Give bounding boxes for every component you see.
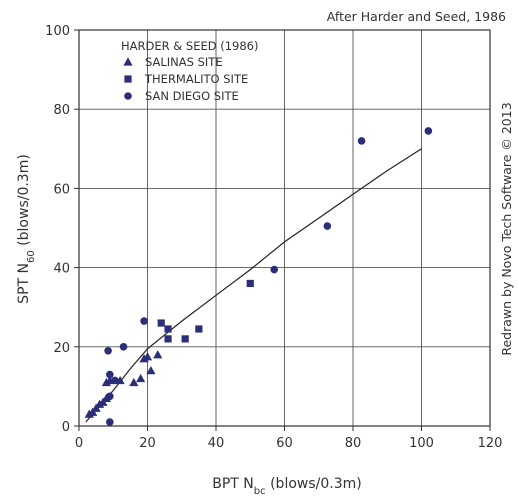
triangle-point (153, 350, 163, 359)
legend-items: SALINAS SITE THERMALITO SITE SAN DIEGO SIT… (123, 55, 248, 103)
y-tick-label: 20 (53, 341, 70, 356)
legend-title: HARDER & SEED (1986) (121, 39, 258, 53)
square-point (246, 279, 254, 288)
circle-point (106, 370, 114, 379)
circle-point (106, 418, 114, 426)
circle-point (424, 127, 433, 135)
y-tick-label: 60 (53, 182, 70, 197)
credit-text: Redrawn by Novo Tech Software © 2013 (499, 102, 514, 355)
square-point (195, 325, 203, 333)
axes (74, 29, 491, 431)
circle-point (140, 317, 148, 325)
triangle-point (146, 365, 156, 375)
circle-point (357, 137, 366, 145)
x-tick-label: 100 (409, 436, 434, 451)
grid (79, 30, 490, 426)
circle-point (104, 346, 112, 355)
y-tick-label: 100 (45, 24, 70, 39)
tick-labels: 0 20 40 60 80 100 120 0 20 40 60 80 100 (45, 24, 502, 451)
circle-point (270, 265, 279, 274)
square-point (181, 335, 189, 343)
y-tick-label: 40 (53, 262, 70, 277)
circle-point (111, 376, 119, 385)
square-point (164, 335, 172, 343)
y-axis-title: SPT N60 (blows/0.3m) (16, 154, 37, 304)
series-circle (104, 127, 433, 426)
trend-line (85, 148, 422, 423)
x-tick-label: 120 (478, 436, 503, 451)
x-tick-label: 20 (139, 436, 156, 451)
x-tick-label: 80 (345, 436, 362, 451)
x-tick-label: 0 (75, 436, 83, 451)
x-axis-title: BPT Nbc (blows/0.3m) (212, 476, 361, 496)
circle-point (323, 222, 332, 230)
legend-label: THERMALITO SITE (144, 72, 248, 86)
series-triangle (84, 350, 163, 418)
circle-point (119, 343, 128, 351)
y-tick-label: 80 (53, 103, 70, 118)
circle-point (106, 392, 114, 401)
legend-label: SALINAS SITE (145, 55, 223, 69)
x-tick-label: 60 (276, 436, 293, 451)
legend-label: SAN DIEGO SITE (145, 89, 239, 103)
square-point (164, 325, 172, 333)
series-square (157, 279, 254, 343)
legend-square-marker (124, 75, 132, 83)
legend-circle-marker (124, 92, 132, 100)
trend-line-group (85, 148, 422, 423)
legend: HARDER & SEED (1986) SALINAS SITE THERMAL… (121, 39, 258, 103)
square-point (157, 319, 165, 327)
triangle-point (136, 373, 146, 383)
y-tick-label: 0 (62, 420, 70, 435)
annotation-text: After Harder and Seed, 1986 (327, 9, 506, 24)
data-points (84, 127, 433, 426)
x-tick-label: 40 (208, 436, 225, 451)
triangle-point (142, 352, 153, 361)
legend-triangle-marker (123, 57, 133, 66)
triangle-point (129, 377, 139, 387)
